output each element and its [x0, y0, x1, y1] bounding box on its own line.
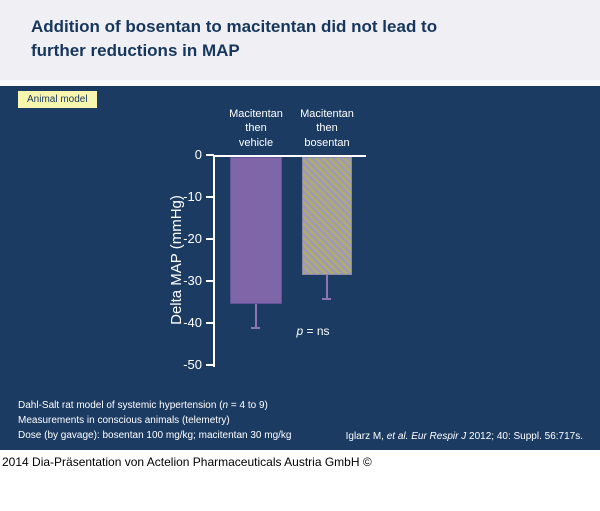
- y-tick-label-0: 0: [194, 147, 202, 162]
- footnote-model-post: = 4 to 9): [228, 400, 268, 411]
- header-divider: [0, 80, 600, 86]
- slide-title: Addition of bosentan to macitentan did n…: [31, 17, 438, 60]
- copyright-text: 2014 Dia-Präsentation von Actelion Pharm…: [2, 455, 372, 469]
- bar-macitentan-bosentan: [302, 157, 352, 275]
- y-tick-label-10: -10: [183, 189, 202, 204]
- error-bar-vehicle-cap: [251, 327, 260, 330]
- y-tick-mark: [206, 364, 214, 366]
- footnotes: Dahl-Salt rat model of systemic hyperten…: [18, 398, 292, 443]
- slide-body: Animal model Macitentan then vehicle Mac…: [0, 86, 600, 450]
- p-value-text: = ns: [303, 324, 330, 338]
- citation: Iglarz M, et al. Eur Respir J 2012; 40: …: [346, 431, 583, 442]
- p-value-annotation: p = ns: [281, 324, 345, 338]
- footnote-model-n: n: [222, 400, 229, 411]
- y-tick-mark: [206, 322, 214, 324]
- footnote-model-pre: Dahl-Salt rat model of systemic hyperten…: [18, 400, 223, 411]
- animal-model-badge: Animal model: [18, 91, 97, 108]
- zero-baseline: [213, 155, 366, 157]
- y-tick-label-40: -40: [183, 315, 202, 330]
- citation-journal: et al. Eur Respir J: [386, 431, 467, 442]
- error-bar-bosentan-stem: [326, 274, 328, 300]
- slide-footer: 2014 Dia-Präsentation von Actelion Pharm…: [0, 450, 600, 511]
- bar-group-label-bosentan: Macitentan then bosentan: [300, 108, 354, 149]
- error-bar-vehicle-stem: [255, 304, 257, 330]
- y-tick-label-50: -50: [183, 357, 202, 372]
- error-bar-bosentan-cap: [322, 297, 331, 300]
- citation-authors: Iglarz M,: [345, 431, 387, 442]
- slide-header: Addition of bosentan to macitentan did n…: [0, 0, 600, 86]
- citation-details: 2012; 40: Suppl. 56:717s.: [466, 431, 583, 442]
- y-tick-label-30: -30: [183, 273, 202, 288]
- y-tick-mark: [206, 196, 214, 198]
- y-tick-mark: [206, 238, 214, 240]
- bar-group-label-vehicle: Macitentan then vehicle: [229, 108, 283, 149]
- footnote-model: Dahl-Salt rat model of systemic hyperten…: [18, 398, 292, 413]
- bar-macitentan-vehicle: [230, 157, 282, 304]
- footnote-measurements: Measurements in conscious animals (telem…: [18, 415, 230, 426]
- y-axis-line: [213, 155, 215, 367]
- footnote-dose: Dose (by gavage): bosentan 100 mg/kg; ma…: [18, 430, 292, 441]
- y-tick-label-20: -20: [183, 231, 202, 246]
- y-tick-mark: [206, 280, 214, 282]
- y-tick-mark: [206, 154, 214, 156]
- p-symbol: p: [296, 324, 304, 338]
